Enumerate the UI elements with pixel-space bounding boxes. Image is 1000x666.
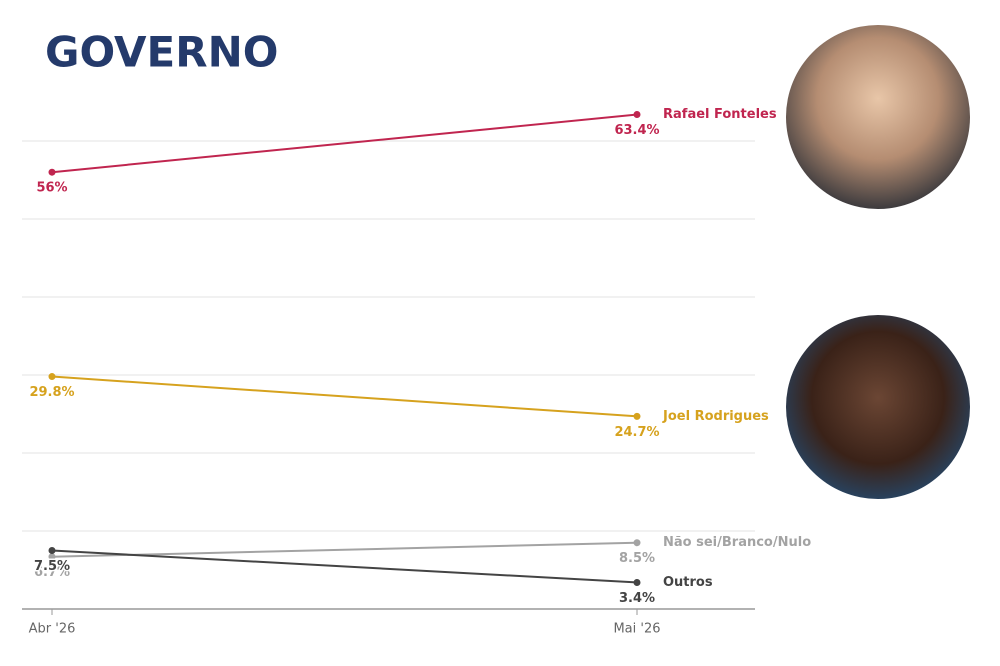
- data-label: 7.5%: [34, 559, 70, 574]
- point: [48, 373, 56, 381]
- data-label: 63.4%: [614, 123, 659, 138]
- point: [633, 110, 641, 118]
- point: [48, 168, 56, 176]
- photo: [786, 25, 970, 209]
- point: [633, 412, 641, 420]
- series-line: [51, 375, 638, 418]
- point: [48, 547, 56, 554]
- legend-label: Não sei/Branco/Nulo: [663, 535, 811, 550]
- data-label: 6.7%: [34, 565, 70, 580]
- legend-label: Joel Rodrigues: [662, 409, 769, 424]
- x-tick-label: Mai '26: [613, 622, 660, 637]
- x-tick-label: Abr '26: [29, 622, 76, 637]
- legend-label: Outros: [663, 575, 713, 590]
- point: [633, 578, 641, 586]
- data-label: 24.7%: [614, 425, 659, 440]
- photo: [786, 315, 970, 499]
- chart-title: GOVERNO: [45, 28, 278, 77]
- series-line: [51, 541, 638, 558]
- series-line: [51, 549, 638, 584]
- data-label: 3.4%: [619, 591, 655, 606]
- series-line: [51, 113, 638, 174]
- data-label: 29.8%: [29, 385, 74, 400]
- point: [633, 539, 641, 547]
- point: [48, 553, 56, 561]
- legend-label: Rafael Fonteles: [663, 107, 777, 122]
- data-label: 8.5%: [619, 551, 655, 566]
- data-label: 56%: [36, 181, 67, 196]
